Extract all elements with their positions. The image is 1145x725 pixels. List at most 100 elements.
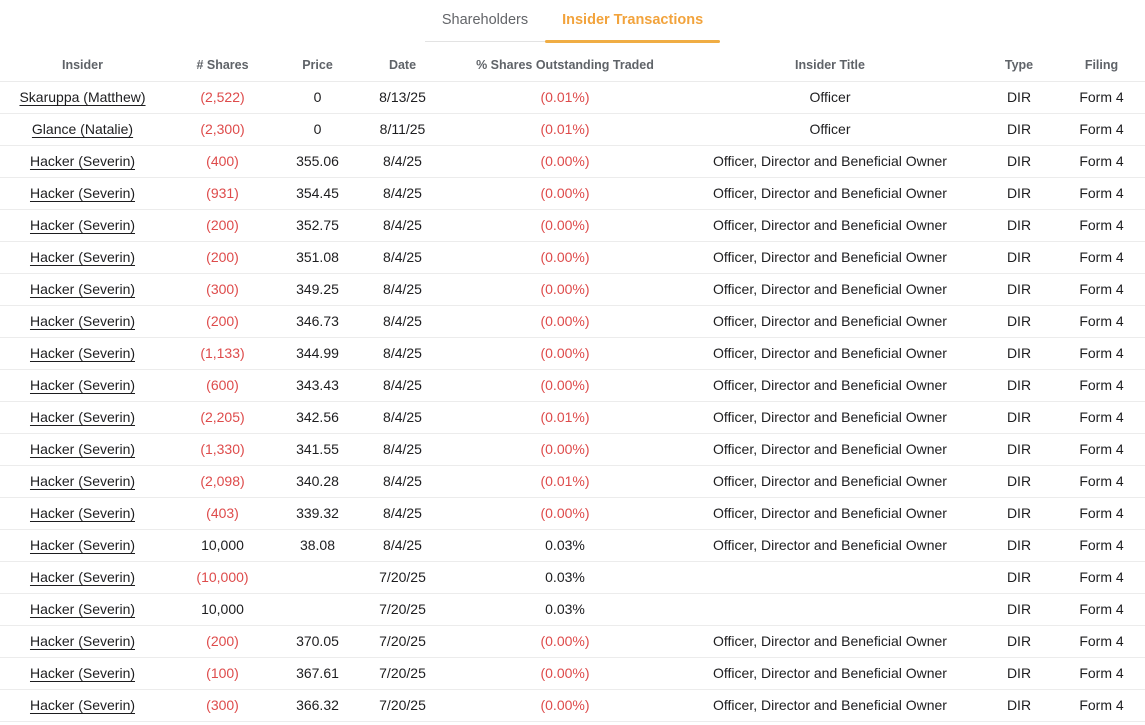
insider-link[interactable]: Skaruppa (Matthew) <box>19 89 146 106</box>
cell-insider-title <box>680 593 980 626</box>
cell-insider-title: Officer, Director and Beneficial Owner <box>680 273 980 306</box>
insider-link[interactable]: Hacker (Severin) <box>29 409 136 426</box>
cell-type: DIR <box>980 209 1058 242</box>
cell-shares: (600) <box>165 369 280 402</box>
cell-insider: Glance (Natalie) <box>0 113 165 146</box>
cell-insider: Skaruppa (Matthew) <box>0 81 165 114</box>
cell-filing: Form 4 <box>1058 241 1145 274</box>
cell-date: 8/4/25 <box>355 177 450 210</box>
table-row: Hacker (Severin) (2,098) 340.28 8/4/25 (0.01… <box>0 465 1145 498</box>
cell-type: DIR <box>980 529 1058 562</box>
cell-insider: Hacker (Severin) <box>0 145 165 178</box>
tabs-bar: Shareholders Insider Transactions <box>0 0 1145 43</box>
cell-date: 7/20/25 <box>355 689 450 722</box>
cell-type: DIR <box>980 305 1058 338</box>
table-row: Hacker (Severin) 10,000 38.08 8/4/25 0.03% Of… <box>0 529 1145 562</box>
cell-date: 8/4/25 <box>355 337 450 370</box>
cell-pct-traded: (0.00%) <box>450 689 680 722</box>
cell-shares: (200) <box>165 209 280 242</box>
cell-price: 38.08 <box>280 529 355 562</box>
cell-filing: Form 4 <box>1058 433 1145 466</box>
insider-link[interactable]: Hacker (Severin) <box>29 569 136 586</box>
cell-filing: Form 4 <box>1058 369 1145 402</box>
insider-link[interactable]: Hacker (Severin) <box>29 697 136 714</box>
cell-date: 8/4/25 <box>355 433 450 466</box>
cell-insider: Hacker (Severin) <box>0 465 165 498</box>
cell-price <box>280 593 355 626</box>
insider-link[interactable]: Hacker (Severin) <box>29 665 136 682</box>
cell-shares: (2,522) <box>165 81 280 114</box>
cell-insider: Hacker (Severin) <box>0 689 165 722</box>
cell-date: 8/4/25 <box>355 401 450 434</box>
insider-link[interactable]: Hacker (Severin) <box>29 249 136 266</box>
cell-shares: (2,205) <box>165 401 280 434</box>
insider-link[interactable]: Hacker (Severin) <box>29 153 136 170</box>
cell-filing: Form 4 <box>1058 657 1145 690</box>
column-header-insider-title: Insider Title <box>680 51 980 82</box>
insider-link[interactable]: Hacker (Severin) <box>29 601 136 618</box>
table-row: Hacker (Severin) (931) 354.45 8/4/25 (0.00%)… <box>0 177 1145 210</box>
cell-shares: (200) <box>165 625 280 658</box>
column-header-shares: # Shares <box>165 51 280 82</box>
cell-pct-traded: (0.00%) <box>450 305 680 338</box>
cell-insider-title <box>680 561 980 594</box>
table-row: Hacker (Severin) 10,000 7/20/25 0.03% DIR For… <box>0 593 1145 626</box>
cell-date: 8/4/25 <box>355 465 450 498</box>
table-row: Hacker (Severin) (300) 366.32 7/20/25 (0.00%… <box>0 689 1145 722</box>
cell-type: DIR <box>980 273 1058 306</box>
cell-shares: (300) <box>165 273 280 306</box>
insider-link[interactable]: Hacker (Severin) <box>29 185 136 202</box>
cell-shares: (10,000) <box>165 561 280 594</box>
cell-date: 8/4/25 <box>355 369 450 402</box>
insider-link[interactable]: Hacker (Severin) <box>29 441 136 458</box>
cell-insider: Hacker (Severin) <box>0 241 165 274</box>
cell-insider-title: Officer <box>680 81 980 114</box>
cell-price: 355.06 <box>280 145 355 178</box>
cell-insider-title: Officer, Director and Beneficial Owner <box>680 497 980 530</box>
cell-type: DIR <box>980 81 1058 114</box>
table-row: Hacker (Severin) (1,330) 341.55 8/4/25 (0.00… <box>0 433 1145 466</box>
cell-filing: Form 4 <box>1058 625 1145 658</box>
cell-insider: Hacker (Severin) <box>0 177 165 210</box>
insider-link[interactable]: Glance (Natalie) <box>31 121 134 138</box>
cell-pct-traded: (0.01%) <box>450 81 680 114</box>
cell-insider-title: Officer, Director and Beneficial Owner <box>680 209 980 242</box>
insider-link[interactable]: Hacker (Severin) <box>29 505 136 522</box>
insider-link[interactable]: Hacker (Severin) <box>29 537 136 554</box>
cell-shares: (1,133) <box>165 337 280 370</box>
cell-date: 7/20/25 <box>355 657 450 690</box>
cell-filing: Form 4 <box>1058 401 1145 434</box>
cell-pct-traded: (0.00%) <box>450 657 680 690</box>
cell-type: DIR <box>980 433 1058 466</box>
cell-date: 7/20/25 <box>355 561 450 594</box>
cell-price: 352.75 <box>280 209 355 242</box>
column-header-filing: Filing <box>1058 51 1145 82</box>
cell-filing: Form 4 <box>1058 337 1145 370</box>
table-row: Hacker (Severin) (1,133) 344.99 8/4/25 (0.00… <box>0 337 1145 370</box>
cell-price: 346.73 <box>280 305 355 338</box>
table-row: Skaruppa (Matthew) (2,522) 0 8/13/25 (0.01%)… <box>0 81 1145 114</box>
insider-link[interactable]: Hacker (Severin) <box>29 313 136 330</box>
cell-insider-title: Officer, Director and Beneficial Owner <box>680 241 980 274</box>
insider-link[interactable]: Hacker (Severin) <box>29 281 136 298</box>
insider-link[interactable]: Hacker (Severin) <box>29 633 136 650</box>
insider-link[interactable]: Hacker (Severin) <box>29 345 136 362</box>
cell-filing: Form 4 <box>1058 305 1145 338</box>
insider-link[interactable]: Hacker (Severin) <box>29 377 136 394</box>
insider-link[interactable]: Hacker (Severin) <box>29 217 136 234</box>
cell-price: 342.56 <box>280 401 355 434</box>
cell-date: 8/4/25 <box>355 529 450 562</box>
tab-shareholders[interactable]: Shareholders <box>425 3 545 41</box>
cell-insider-title: Officer, Director and Beneficial Owner <box>680 145 980 178</box>
table-row: Hacker (Severin) (400) 355.06 8/4/25 (0.00%)… <box>0 145 1145 178</box>
cell-filing: Form 4 <box>1058 497 1145 530</box>
cell-price: 341.55 <box>280 433 355 466</box>
tab-insider-transactions[interactable]: Insider Transactions <box>545 3 721 43</box>
cell-type: DIR <box>980 177 1058 210</box>
cell-insider-title: Officer <box>680 113 980 146</box>
cell-price: 344.99 <box>280 337 355 370</box>
cell-insider: Hacker (Severin) <box>0 593 165 626</box>
table-row: Glance (Natalie) (2,300) 0 8/11/25 (0.01%) Of… <box>0 113 1145 146</box>
cell-insider: Hacker (Severin) <box>0 433 165 466</box>
insider-link[interactable]: Hacker (Severin) <box>29 473 136 490</box>
